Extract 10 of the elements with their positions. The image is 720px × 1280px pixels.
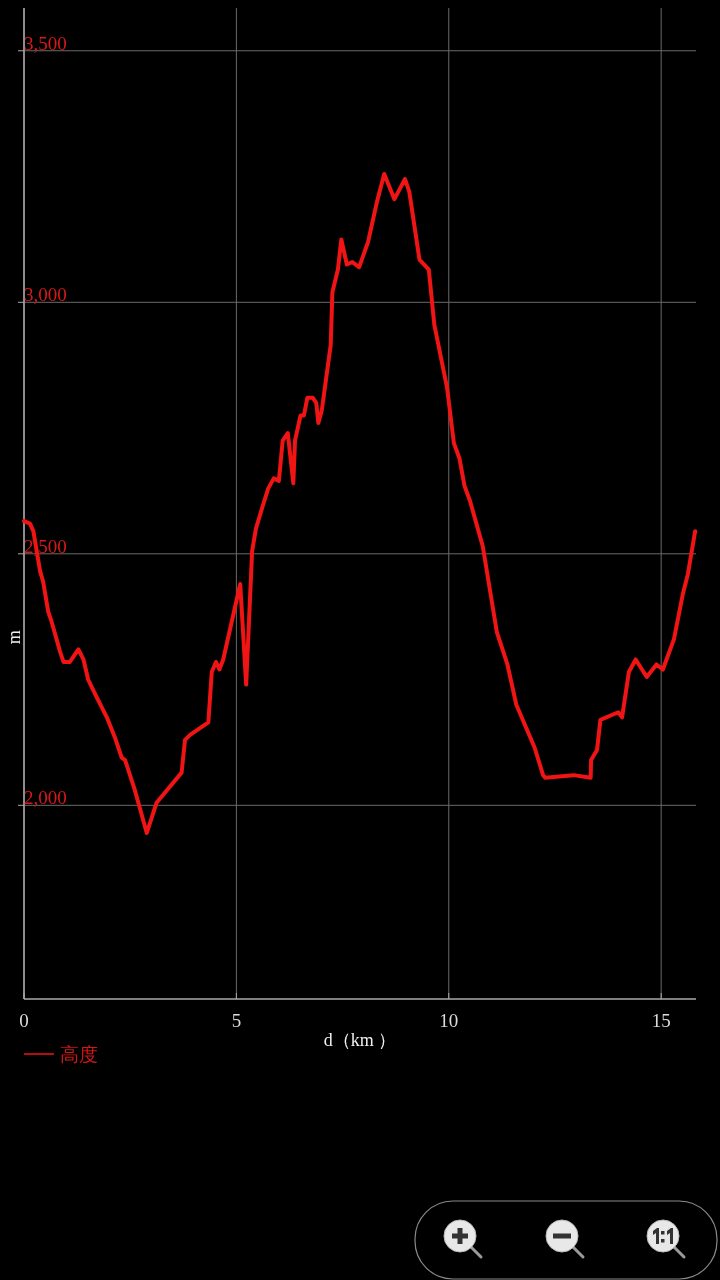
- x-tick-label: 0: [19, 1010, 29, 1031]
- x-tick-label: 5: [231, 1010, 242, 1031]
- y-axis-title: m: [4, 630, 24, 645]
- x-tick-label: 15: [651, 1010, 671, 1031]
- legend-label: 高度: [60, 1044, 98, 1065]
- y-tick-label: 3,500: [24, 32, 67, 54]
- y-tick-label: 3,000: [24, 284, 67, 306]
- x-tick-label: 10: [439, 1010, 459, 1031]
- legend: 高度: [23, 1044, 98, 1065]
- x-axis-title: d（km ）: [323, 1030, 397, 1050]
